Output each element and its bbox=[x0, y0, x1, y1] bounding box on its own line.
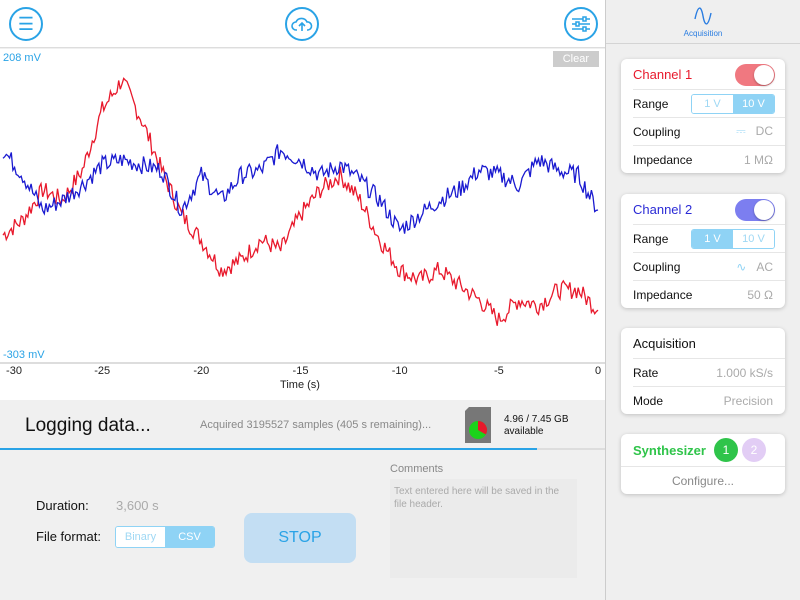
channel2-title: Channel 2 bbox=[633, 201, 693, 217]
x-tick-label: -15 bbox=[292, 365, 309, 377]
duration-input[interactable]: 3,600 s bbox=[116, 498, 159, 513]
sliders-icon bbox=[572, 16, 590, 32]
y-min-label: -303 mV bbox=[3, 349, 45, 361]
comments-label: Comments bbox=[390, 463, 444, 475]
channel2-card: Channel 2 Range 1 V 10 V Coupling ∿ AC Impe… bbox=[621, 194, 785, 308]
ch2-impedance-label: Impedance bbox=[633, 287, 693, 302]
ch2-range-segmented: 1 V 10 V bbox=[691, 229, 775, 249]
plot-area[interactable]: 208 mV -303 mV Clear -30 -25 -20 -15 -10 -5 0 … bbox=[0, 49, 605, 400]
series-line-2 bbox=[2, 144, 599, 234]
x-tick-label: -20 bbox=[193, 365, 210, 377]
ch1-coupling-value[interactable]: DC bbox=[755, 124, 773, 138]
ch1-impedance-value[interactable]: 1 MΩ bbox=[744, 152, 773, 167]
y-max-label: 208 mV bbox=[3, 52, 41, 64]
chart-svg bbox=[0, 77, 605, 364]
rate-label: Rate bbox=[633, 365, 659, 380]
channel2-toggle[interactable] bbox=[735, 199, 775, 221]
configure-button[interactable]: Configure... bbox=[621, 466, 785, 494]
ch2-range-label: Range bbox=[633, 231, 669, 246]
mode-value[interactable]: Precision bbox=[723, 393, 773, 408]
file-format-segmented: Binary CSV bbox=[115, 526, 215, 548]
ch2-coupling-label: Coupling bbox=[633, 259, 681, 274]
channel1-title: Channel 1 bbox=[633, 66, 693, 82]
x-axis-label: Time (s) bbox=[280, 379, 320, 391]
storage-used-slice bbox=[478, 421, 487, 435]
ch1-range-segmented: 1 V 10 V bbox=[691, 94, 775, 114]
sd-card-icon bbox=[465, 407, 491, 443]
acquisition-card: Acquisition Rate 1.000 kS/s Mode Precision bbox=[621, 328, 785, 414]
synth-channel2-button[interactable]: 2 bbox=[741, 438, 766, 462]
ch2-impedance-value[interactable]: 50 Ω bbox=[747, 287, 773, 302]
ch1-range-1v[interactable]: 1 V bbox=[692, 95, 733, 113]
menu-icon: ☰ bbox=[17, 13, 35, 34]
ch1-range-label: Range bbox=[633, 96, 669, 111]
ch2-range-1v[interactable]: 1 V bbox=[692, 230, 733, 248]
cloud-upload-icon bbox=[291, 17, 313, 31]
sine-wave-icon bbox=[694, 7, 712, 25]
file-format-label: File format: bbox=[36, 529, 102, 544]
format-binary[interactable]: Binary bbox=[116, 527, 165, 547]
storage-sub: available bbox=[504, 426, 544, 437]
ch2-coupling-value[interactable]: AC bbox=[756, 259, 773, 274]
synthesizer-title: Synthesizer bbox=[633, 442, 706, 458]
main-panel: ☰ 208 mV -303 mV Clear -30 -25 -20 -15 -10 -5… bbox=[0, 0, 605, 578]
menu-button[interactable]: ☰ bbox=[9, 7, 43, 41]
rate-value[interactable]: 1.000 kS/s bbox=[716, 365, 773, 380]
series-line-1 bbox=[2, 77, 599, 326]
stop-button[interactable]: STOP bbox=[244, 513, 356, 563]
storage-value: 4.96 / 7.45 GB bbox=[504, 414, 569, 425]
x-tick-label: -30 bbox=[6, 365, 22, 377]
ch1-impedance-label: Impedance bbox=[633, 152, 693, 167]
x-tick-label: -10 bbox=[391, 365, 408, 377]
synth-channel1-button[interactable]: 1 bbox=[713, 438, 738, 462]
upload-button[interactable] bbox=[285, 7, 319, 41]
status-detail: Acquired 3195527 samples (405 s remainin… bbox=[200, 419, 432, 431]
comments-input[interactable]: Text entered here will be saved in the f… bbox=[390, 479, 577, 578]
tab-acquisition[interactable]: Acquisition bbox=[606, 0, 800, 44]
duration-label: Duration: bbox=[36, 498, 89, 513]
ac-icon: ∿ bbox=[736, 259, 747, 274]
status-title: Logging data... bbox=[25, 415, 151, 436]
settings-button[interactable] bbox=[564, 7, 598, 41]
x-tick-label: 0 bbox=[594, 365, 602, 377]
channel1-card: Channel 1 Range 1 V 10 V Coupling ⎓ DC Impe… bbox=[621, 59, 785, 173]
format-csv[interactable]: CSV bbox=[165, 527, 214, 547]
ch2-range-10v[interactable]: 10 V bbox=[733, 230, 774, 248]
tab-acquisition-label: Acquisition bbox=[683, 29, 723, 38]
synthesizer-card: Synthesizer 1 2 Configure... bbox=[621, 434, 785, 494]
channel1-toggle[interactable] bbox=[735, 64, 775, 86]
x-tick-label: -25 bbox=[94, 365, 111, 377]
dc-icon: ⎓ bbox=[736, 124, 746, 138]
progress-bar bbox=[0, 448, 605, 450]
acquisition-title: Acquisition bbox=[633, 335, 696, 351]
ch1-range-10v[interactable]: 10 V bbox=[733, 95, 774, 113]
clear-button[interactable]: Clear bbox=[552, 51, 599, 67]
x-tick-label: -5 bbox=[493, 365, 504, 377]
mode-label: Mode bbox=[633, 393, 664, 408]
progress-fill bbox=[0, 448, 537, 450]
status-bar: Logging data... Acquired 3195527 samples… bbox=[0, 400, 605, 450]
settings-sidebar: Acquisition Channel 1 Range 1 V 10 V Coup… bbox=[605, 0, 800, 600]
top-toolbar: ☰ bbox=[0, 0, 605, 48]
ch1-coupling-label: Coupling bbox=[633, 124, 681, 139]
